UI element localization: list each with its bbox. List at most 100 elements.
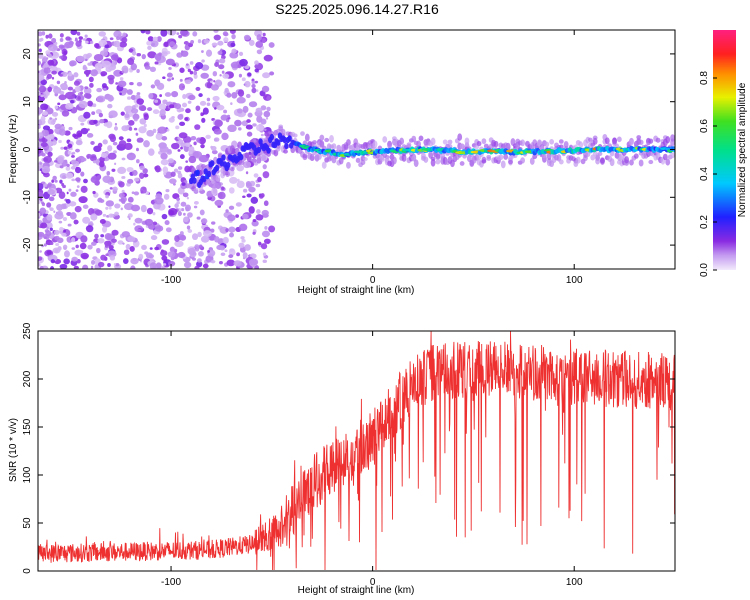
noise-speckle [113,263,117,266]
noise-speckle [38,31,43,37]
noise-speckle [168,209,175,216]
noise-speckle [235,214,240,218]
noise-speckle [154,99,159,103]
noise-speckle [38,73,45,82]
noise-speckle [132,169,138,176]
noise-speckle [221,54,226,60]
noise-speckle [163,41,169,47]
noise-speckle [127,215,130,219]
noise-speckle [192,252,197,256]
ridge-halo [193,187,199,193]
noise-speckle [262,72,271,79]
noise-speckle [219,245,226,251]
spectrogram-y-tick-label: 0 [22,146,33,152]
noise-speckle [152,128,157,134]
noise-speckle [76,55,85,63]
noise-speckle [201,50,204,53]
noise-speckle [193,73,198,79]
ridge-core [256,146,262,154]
noise-speckle [60,146,64,150]
noise-speckle [143,123,147,128]
noise-speckle [141,53,146,60]
noise-speckle [196,137,202,143]
noise-speckle [122,242,125,245]
noise-speckle [246,193,252,198]
noise-speckle [125,111,129,115]
ridge-halo [273,149,279,157]
noise-speckle [72,151,76,155]
noise-speckle [245,93,251,99]
noise-speckle [64,41,74,49]
spectrogram-x-ticks: -100 0 100 [161,30,583,286]
noise-speckle [53,229,60,236]
noise-speckle [39,250,42,253]
noise-speckle [264,225,268,230]
noise-speckle [84,34,88,38]
noise-speckle [92,190,96,195]
noise-speckle [82,264,89,269]
noise-speckle [229,248,234,253]
noise-speckle [173,168,179,173]
noise-speckle [75,40,82,47]
ridge-halo [215,174,221,182]
noise-speckle [162,99,168,105]
noise-speckle [105,66,112,72]
noise-speckle [256,49,263,55]
noise-speckle [268,42,275,48]
noise-speckle [199,209,205,216]
noise-speckle [218,64,225,70]
noise-speckle [66,191,69,195]
noise-speckle [131,191,135,195]
noise-speckle [199,100,207,106]
noise-speckle [227,81,236,88]
noise-speckle [201,59,205,63]
spectrogram-y-tick-label: -10 [22,190,33,205]
noise-speckle [245,182,252,189]
ridge-core [226,161,231,169]
noise-speckle [47,44,58,52]
noise-speckle [45,50,51,55]
noise-speckle [80,122,85,126]
noise-speckle [69,62,75,67]
noise-speckle [71,154,75,158]
snr-x-tick-label: 100 [566,577,583,588]
noise-speckle [185,63,189,66]
ridge-halo [430,158,436,167]
ridge-halo [578,141,584,149]
noise-speckle [160,152,168,160]
noise-speckle [63,258,70,265]
noise-speckle [222,73,230,79]
snr-frame [37,330,676,572]
noise-speckle [236,164,244,172]
noise-speckle [94,42,100,49]
ridge-halo [329,134,334,143]
noise-speckle [113,69,123,77]
noise-speckle [71,178,75,182]
noise-speckle [214,199,224,207]
noise-speckle [164,220,170,226]
ridge-halo [234,148,240,154]
noise-speckle [189,61,194,65]
noise-speckle [40,37,44,42]
noise-speckle [260,133,264,137]
noise-speckle [111,168,116,172]
noise-speckle [117,80,127,88]
noise-speckle [70,159,77,165]
noise-speckle [102,139,108,145]
noise-speckle [202,107,209,115]
noise-speckle [183,41,189,45]
ridge-halo [387,140,392,149]
noise-speckle [244,244,251,251]
noise-speckle [136,53,142,57]
noise-speckle [227,116,231,120]
noise-speckle [192,150,203,159]
ridge-halo [629,139,634,146]
noise-speckle [185,108,191,114]
noise-speckle [193,70,198,76]
noise-speckle [41,165,51,174]
noise-speckle [236,180,245,189]
noise-speckle [200,235,210,243]
noise-speckle [227,214,236,222]
noise-speckle [226,114,231,118]
ridge-halo [430,137,436,146]
